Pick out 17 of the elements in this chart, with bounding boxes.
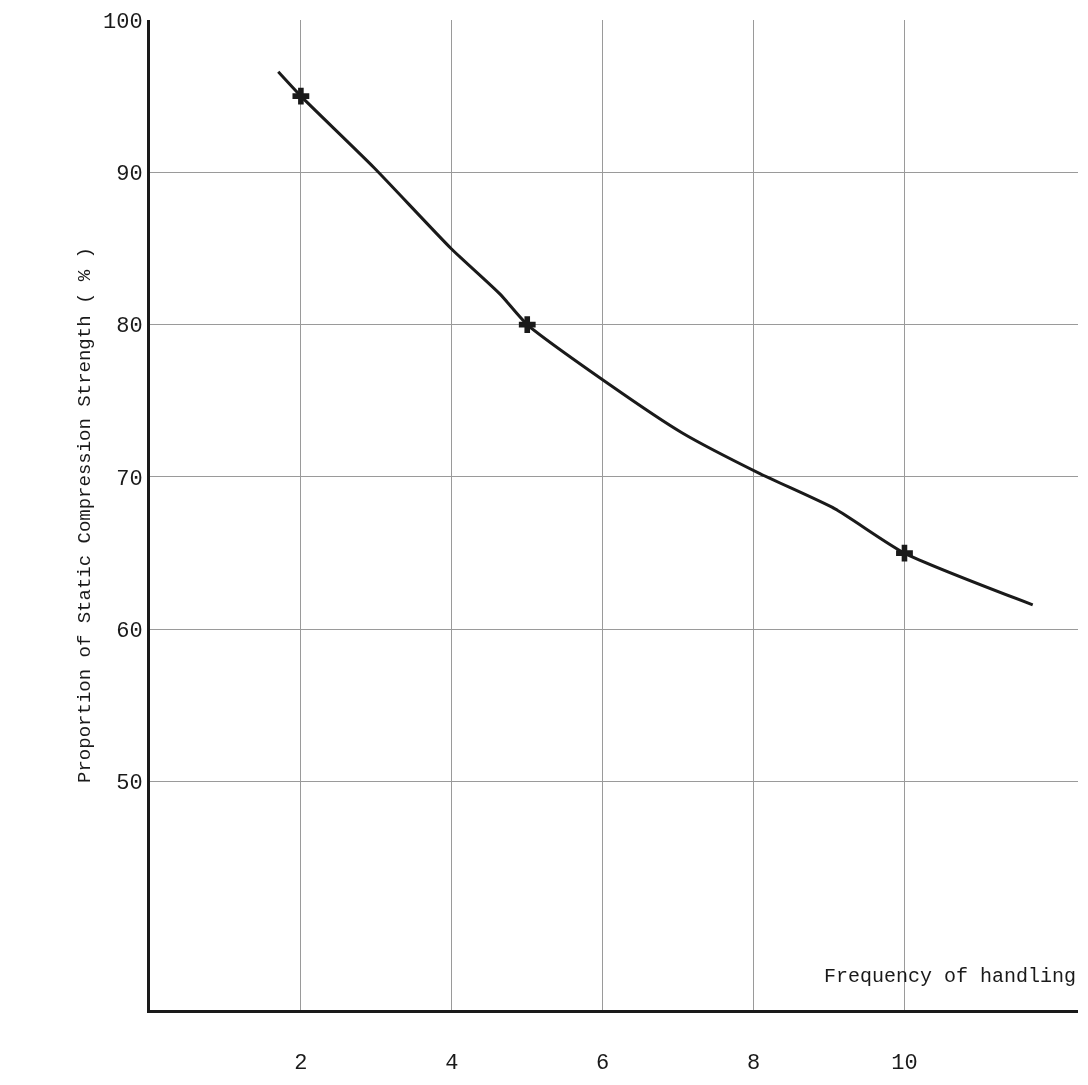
x-tick-label: 10: [891, 1051, 918, 1077]
x-axis-title: Frequency of handling: [824, 965, 1077, 988]
point: [896, 544, 913, 562]
y-tick-label: 90: [116, 162, 143, 188]
y-tick-label: 100: [102, 9, 143, 35]
x-tick-label: 8: [746, 1051, 761, 1077]
point: [518, 316, 536, 334]
y-tick-label: 50: [116, 771, 143, 797]
y-tick-label: 60: [116, 618, 143, 644]
x-tick-label: 6: [596, 1051, 610, 1077]
line-series: [276, 70, 1035, 607]
x-tick-label: 2: [294, 1051, 308, 1077]
point: [292, 87, 310, 105]
y-axis-title: Proportion of Static Compression Strength ( % ): [73, 247, 96, 783]
y-tick-label: 70: [116, 466, 143, 492]
x-tick-label: 4: [445, 1051, 459, 1077]
y-tick-label: 80: [116, 314, 143, 340]
